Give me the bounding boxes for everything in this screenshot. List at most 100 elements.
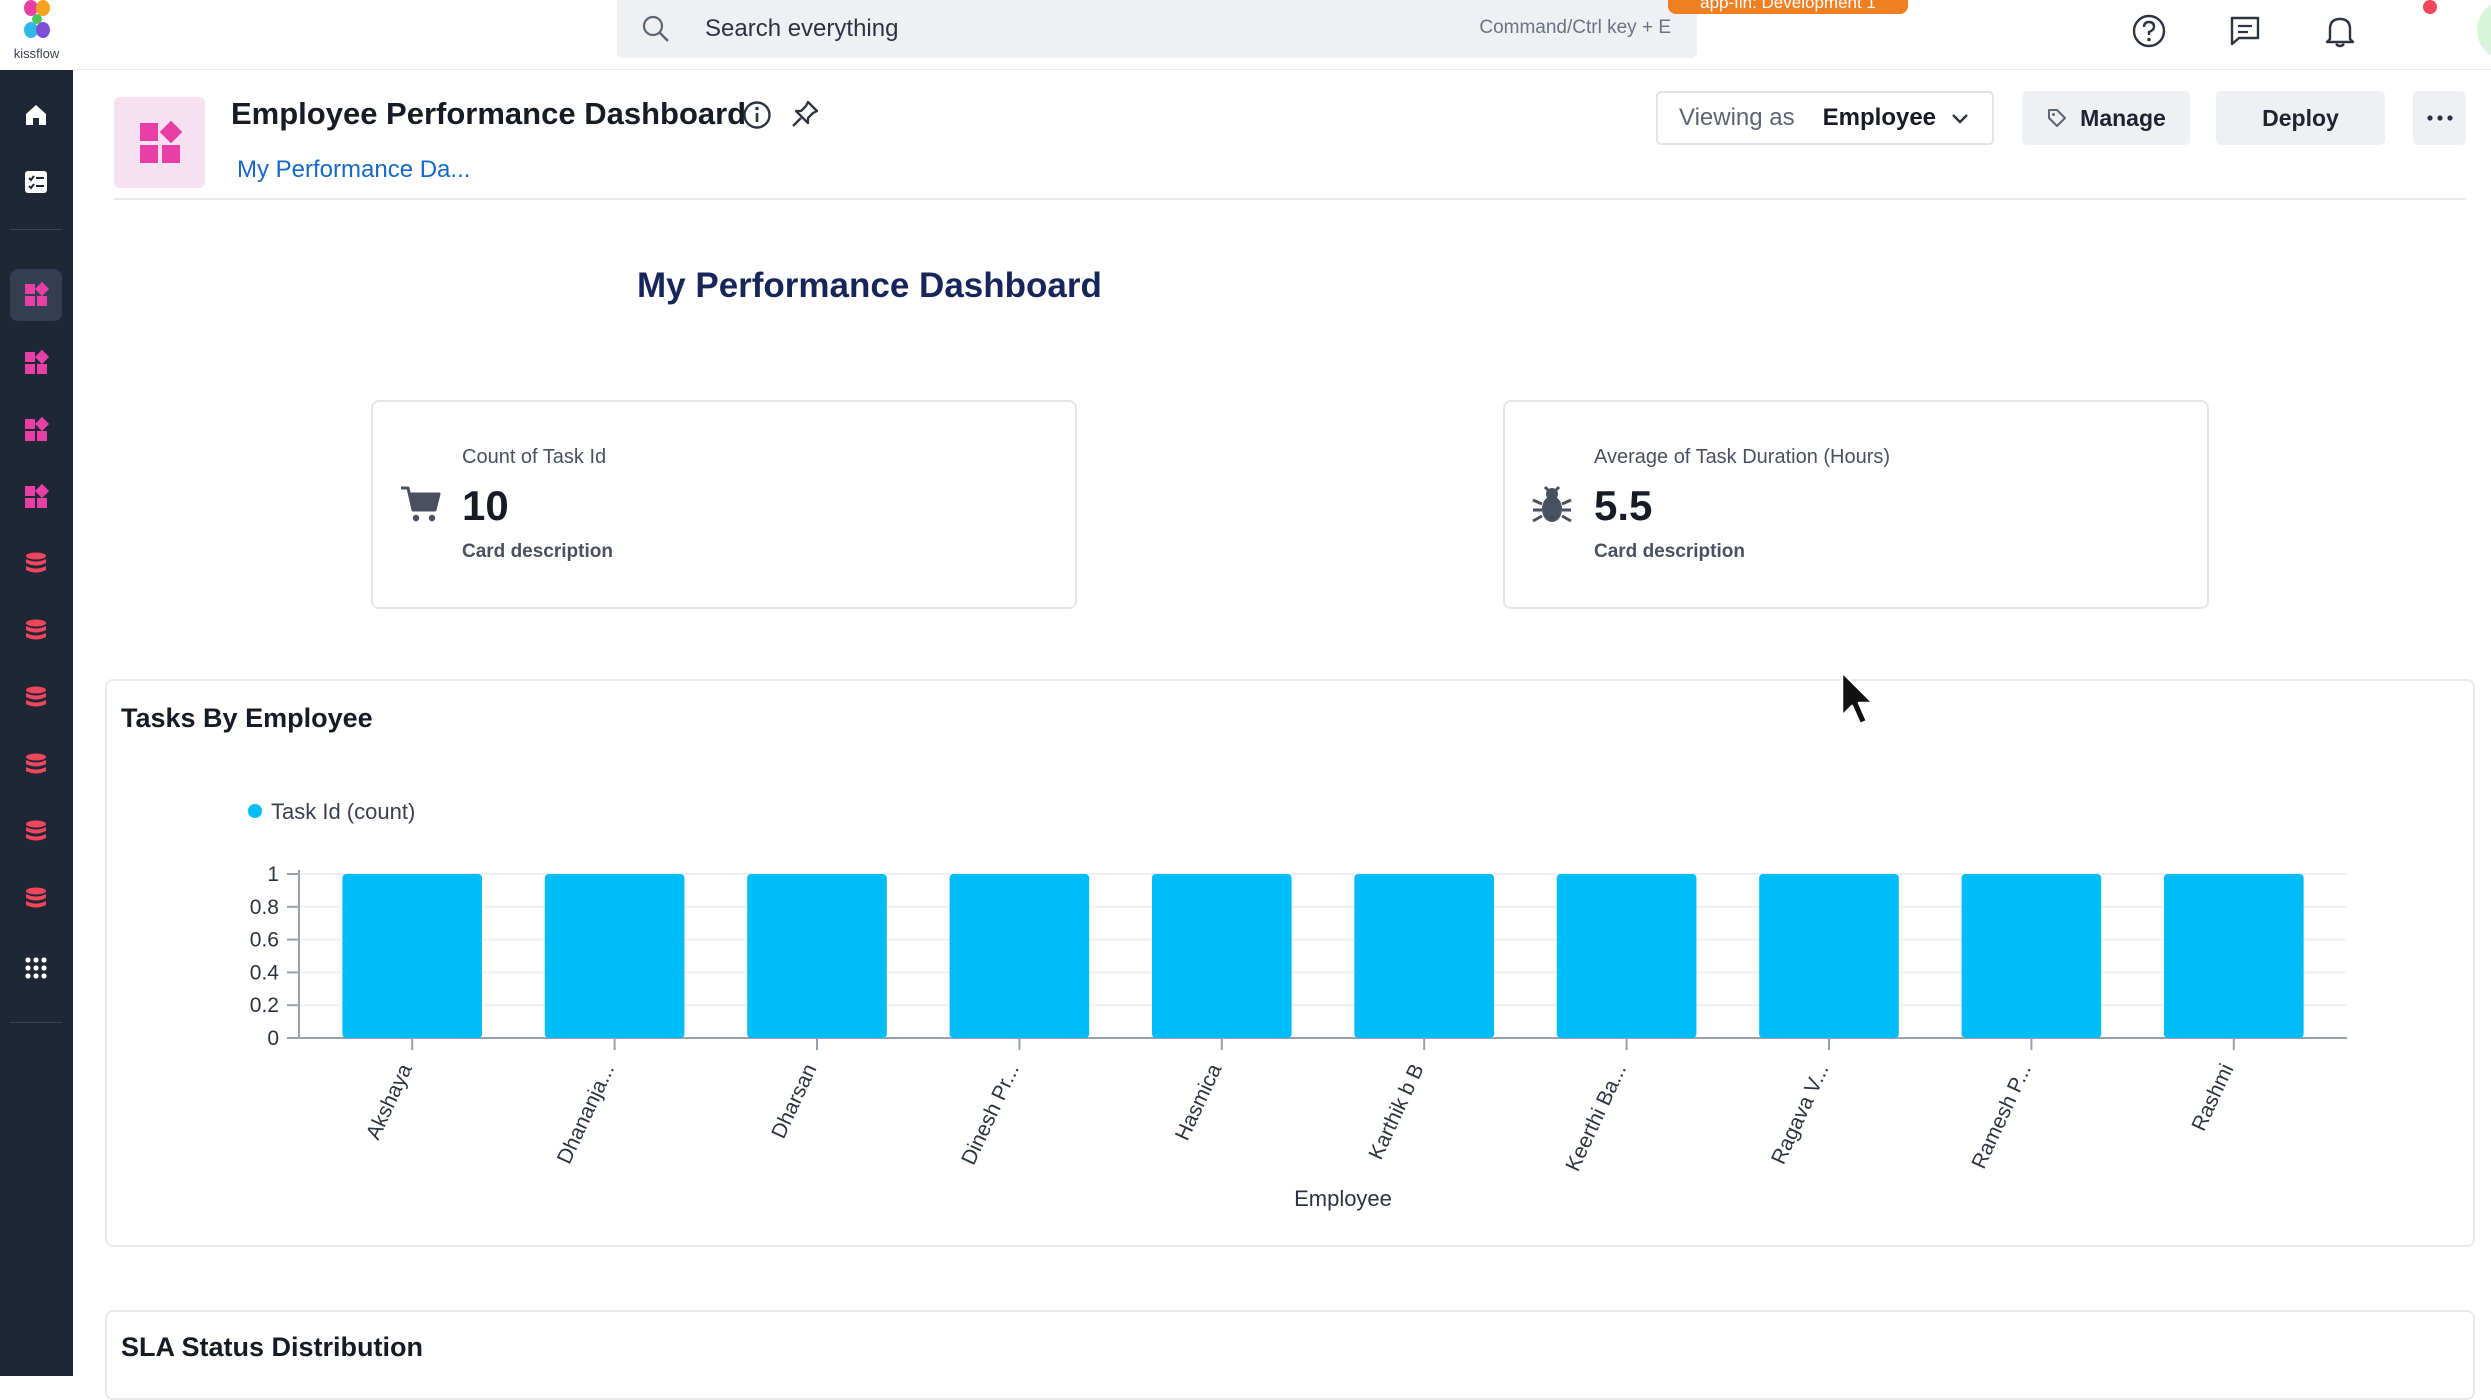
- top-bar: Search everything Command/Ctrl key + E a…: [73, 0, 2491, 70]
- x-tick-label: Ramesh P...: [1967, 1060, 2036, 1172]
- kpi-value: 5.5: [1594, 482, 1653, 529]
- database-icon: [26, 820, 46, 841]
- x-tick-label: Dhananja...: [553, 1060, 619, 1167]
- viewing-as-value: Employee: [1822, 104, 1937, 131]
- x-tick-label: Keerthi Ba...: [1561, 1060, 1631, 1174]
- sidebar-dataset-2[interactable]: [10, 605, 62, 657]
- x-tick-label: Dharsan: [767, 1060, 821, 1142]
- dashboard-app-tile: [114, 97, 205, 188]
- bar: [342, 874, 483, 1038]
- bell-icon: [2325, 17, 2355, 48]
- bar: [544, 874, 685, 1038]
- deploy-button[interactable]: Deploy: [2216, 91, 2385, 145]
- tag-icon: [2048, 109, 2067, 127]
- pin-icon[interactable]: [789, 98, 821, 130]
- bar: [1556, 874, 1697, 1038]
- x-tick-label: Ragava V...: [1767, 1060, 1833, 1167]
- tasks-by-employee-panel: Tasks By Employee Task Id (count) 0 0.2 0.4…: [105, 679, 2475, 1247]
- sidebar-dataset-6[interactable]: [10, 873, 62, 925]
- sla-status-panel: SLA Status Distribution: [105, 1310, 2475, 1400]
- kpi-description: Card description: [462, 541, 613, 562]
- notifications-button[interactable]: [2316, 7, 2364, 55]
- message-icon: [2230, 16, 2260, 46]
- bar: [2163, 874, 2304, 1038]
- tab-my-performance-dashboard[interactable]: My Performance Da...: [237, 156, 471, 183]
- global-search[interactable]: Search everything Command/Ctrl key + E a…: [617, 0, 1908, 58]
- kissflow-logo[interactable]: kissflow: [0, 0, 73, 70]
- manage-button[interactable]: Manage: [2022, 91, 2190, 145]
- database-icon: [26, 552, 46, 573]
- sidebar-dataset-3[interactable]: [10, 672, 62, 724]
- kissflow-logo-icon: [24, 0, 50, 38]
- sidebar-home[interactable]: [10, 89, 62, 141]
- logo-wordmark: kissflow: [13, 46, 60, 61]
- search-icon: [642, 15, 669, 42]
- sidebar-divider: [10, 1022, 62, 1023]
- bar: [1151, 874, 1292, 1038]
- panel-title: SLA Status Distribution: [121, 1332, 423, 1362]
- viewing-as-label: Viewing as: [1679, 104, 1795, 131]
- bar: [949, 874, 1090, 1038]
- x-tick-label: Karthik b B: [1364, 1060, 1428, 1163]
- database-icon: [26, 619, 46, 640]
- bar: [1961, 874, 2102, 1038]
- help-icon: [2132, 14, 2166, 48]
- mouse-cursor-icon: [1840, 670, 1875, 726]
- bug-icon: [1532, 485, 1572, 523]
- kpi-label: Count of Task Id: [462, 446, 607, 468]
- apps-grid-icon: [25, 957, 47, 979]
- dashboard-icon: [25, 416, 50, 441]
- kpi-description: Card description: [1594, 541, 1745, 562]
- sidebar-dashboard-4[interactable]: [10, 471, 62, 523]
- sidebar-all-apps[interactable]: [10, 942, 62, 994]
- kpi-card-task-count[interactable]: Count of Task Id 10 Card description: [371, 400, 1077, 609]
- manage-button-label: Manage: [2080, 104, 2166, 131]
- viewing-as-dropdown[interactable]: Viewing as Employee: [1656, 91, 1994, 145]
- database-icon: [26, 887, 46, 908]
- legend-marker: [248, 804, 262, 818]
- dashboard-icon: [139, 120, 182, 163]
- y-tick-label: 0.2: [250, 994, 279, 1017]
- tasks-icon: [25, 171, 47, 193]
- help-button[interactable]: [2125, 7, 2173, 55]
- legend-label: Task Id (count): [271, 799, 415, 824]
- sidebar-tasks[interactable]: [10, 156, 62, 208]
- user-avatar[interactable]: D: [2477, 0, 2491, 60]
- cart-icon: [401, 486, 441, 522]
- sidebar-dataset-4[interactable]: [10, 739, 62, 791]
- bar: [1759, 874, 1899, 1038]
- page-title: Employee Performance Dashboard: [231, 96, 747, 131]
- environment-badge: app-fin: Development 1: [1668, 0, 1908, 14]
- bar: [1354, 874, 1495, 1038]
- y-tick-label: 0: [267, 1027, 279, 1050]
- x-tick-label: Dinesh Pr...: [957, 1060, 1024, 1168]
- x-tick-label: Hasmica: [1171, 1060, 1227, 1144]
- database-icon: [26, 753, 46, 774]
- home-icon: [26, 105, 46, 125]
- sidebar-dashboard-3[interactable]: [10, 404, 62, 456]
- kpi-label: Average of Task Duration (Hours): [1594, 446, 1891, 468]
- kpi-card-average-duration[interactable]: Average of Task Duration (Hours) 5.5 Car…: [1503, 400, 2209, 609]
- y-tick-label: 1: [267, 863, 279, 886]
- sidebar-dataset-1[interactable]: [10, 538, 62, 590]
- info-icon[interactable]: [741, 99, 773, 131]
- database-icon: [26, 686, 46, 707]
- search-input[interactable]: Search everything: [705, 15, 899, 42]
- x-tick-label: Rashmi: [2187, 1060, 2238, 1134]
- x-axis-label: Employee: [1294, 1186, 1392, 1211]
- header-divider: [114, 198, 2466, 200]
- panel-title: Tasks By Employee: [121, 703, 373, 733]
- sidebar-dashboard-1[interactable]: [10, 269, 62, 321]
- more-options-button[interactable]: [2413, 91, 2466, 145]
- messages-button[interactable]: [2221, 7, 2269, 55]
- notification-badge: [2423, 0, 2437, 14]
- dashboard-icon: [25, 349, 50, 374]
- more-horizontal-icon: [2426, 115, 2453, 121]
- dashboard-heading: My Performance Dashboard: [637, 266, 1102, 305]
- y-tick-label: 0.8: [250, 896, 279, 919]
- left-sidebar: kissflow: [0, 0, 73, 1376]
- bar: [747, 874, 887, 1038]
- sidebar-dataset-5[interactable]: [10, 806, 62, 858]
- kpi-value: 10: [462, 482, 509, 529]
- sidebar-dashboard-2[interactable]: [10, 337, 62, 389]
